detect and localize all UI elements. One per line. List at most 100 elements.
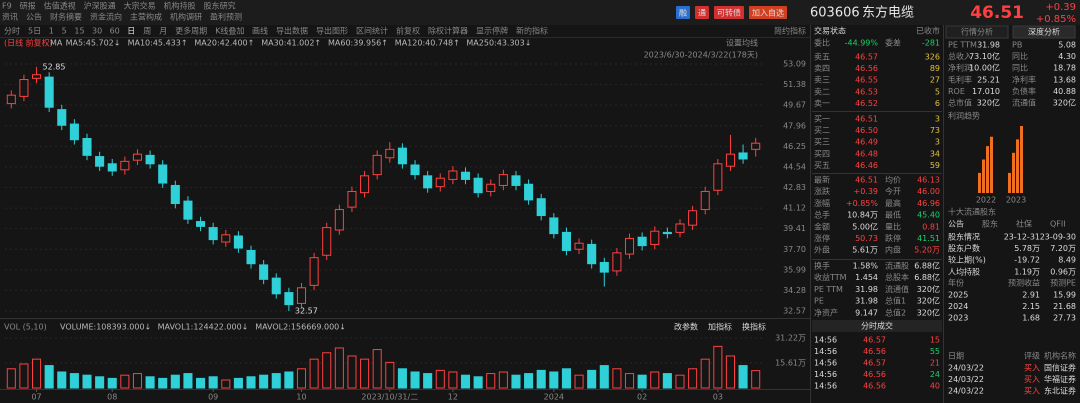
volume-bar xyxy=(574,374,584,389)
holders-cell: 股东情况 xyxy=(948,232,980,242)
book-label: 买三 xyxy=(814,138,830,147)
y-tick-label: 37.70 xyxy=(783,245,806,254)
candle-body xyxy=(271,277,281,295)
y-tick-label: 32.57 xyxy=(783,307,806,316)
trade-time: 14:56 xyxy=(814,370,837,379)
book-volume: 6 xyxy=(935,99,940,108)
book-label: 买五 xyxy=(814,161,830,170)
table-header: 日期 xyxy=(948,352,964,361)
toolbar-item[interactable]: 日 xyxy=(127,27,135,36)
menu-item[interactable]: 公告 xyxy=(26,12,42,22)
candle-body xyxy=(385,148,395,159)
tab-label[interactable]: 行情分析 xyxy=(961,27,993,37)
menu-item[interactable]: 主营构成 xyxy=(130,12,162,22)
forecast-cell: 2024 xyxy=(948,302,968,311)
toolbar-item[interactable]: 30 xyxy=(92,27,102,36)
toolbar-item[interactable]: 导出数据 xyxy=(276,26,308,36)
menu-item[interactable]: 财务摘要 xyxy=(50,12,82,22)
y-tick-label: 51.38 xyxy=(783,80,806,89)
profit-title: 利润趋势 xyxy=(948,111,980,121)
toolbar-item[interactable]: 1 xyxy=(49,27,54,36)
badge-label[interactable]: 加入自选 xyxy=(752,8,784,18)
stat-label: 量比 xyxy=(885,221,901,231)
volume-bar xyxy=(751,370,761,389)
menu-item[interactable]: F9 xyxy=(2,2,12,11)
toolbar-item[interactable]: 5 xyxy=(62,27,67,36)
toolbar-item[interactable]: 区间统计 xyxy=(356,26,388,36)
volume-legend: MAVOL1:124422.000↓ xyxy=(158,323,249,332)
holder-tab[interactable]: 公告 xyxy=(948,219,964,229)
menu-item[interactable]: 研报 xyxy=(20,1,36,11)
badge-label[interactable]: 可转债 xyxy=(717,8,741,18)
holders-cell: 7.20万 xyxy=(1050,244,1076,253)
forecast-cell: 2.15 xyxy=(1022,302,1040,311)
volume-button[interactable]: 改参数 xyxy=(674,322,698,332)
badge-label[interactable]: 通 xyxy=(698,8,706,18)
toolbar-item[interactable]: 15 xyxy=(74,27,84,36)
holder-tab[interactable]: 股东 xyxy=(982,219,998,229)
menu-item[interactable]: 盈利预测 xyxy=(210,12,242,22)
profit-bar xyxy=(1012,152,1015,193)
stat-value: 5.00亿 xyxy=(852,221,878,231)
stat-label: 涨幅 xyxy=(814,198,830,208)
trade-volume: 40 xyxy=(930,382,940,391)
menu-item[interactable]: 资金流向 xyxy=(90,12,122,22)
trade-time: 14:56 xyxy=(814,347,837,356)
toolbar-item[interactable]: 新的指标 xyxy=(516,26,548,36)
toolbar-item[interactable]: 月 xyxy=(159,27,167,36)
high-annotation: 52.85 xyxy=(43,62,66,71)
table-header: 预测PE xyxy=(1050,278,1076,288)
menu-item[interactable]: 机构调研 xyxy=(170,12,202,22)
toolbar-item[interactable]: 5日 xyxy=(28,27,41,36)
candle-body xyxy=(460,171,471,180)
toolbar-item[interactable]: 简约指标 xyxy=(774,26,806,36)
tab[interactable] xyxy=(945,25,1009,39)
badge[interactable] xyxy=(676,6,690,19)
book-volume: 5 xyxy=(935,87,940,96)
metric-value: 10.00亿 xyxy=(969,63,1000,73)
badge[interactable] xyxy=(714,6,744,19)
holder-tab[interactable]: 社保 xyxy=(1016,219,1032,229)
toolbar-item[interactable]: 分时 xyxy=(4,26,20,36)
volume-button[interactable]: 换指标 xyxy=(742,322,766,332)
volume-bar xyxy=(675,374,685,389)
stat-label: 总手 xyxy=(814,210,830,220)
tab[interactable] xyxy=(1012,25,1076,39)
holder-tab[interactable]: QFII xyxy=(1050,220,1066,229)
toolbar-item[interactable]: 更多周期 xyxy=(175,26,207,36)
toolbar-item[interactable]: 显示停牌 xyxy=(476,26,508,36)
toolbar-item[interactable]: 导出图形 xyxy=(316,26,348,36)
badge[interactable] xyxy=(749,6,787,19)
badge-label[interactable]: 融 xyxy=(679,8,687,18)
x-tick-label: 07 xyxy=(31,393,41,402)
candle-body xyxy=(309,257,319,286)
toolbar-item[interactable]: 周 xyxy=(143,27,151,36)
settings[interactable]: 设置均线 xyxy=(726,38,758,48)
toolbar-item[interactable]: 60 xyxy=(110,27,120,36)
book-label: 买二 xyxy=(814,126,830,135)
volume-bar xyxy=(360,358,370,389)
volume-bar xyxy=(259,374,269,389)
menu-item[interactable]: 估值透视 xyxy=(44,1,76,11)
forecast-cell: 27.73 xyxy=(1053,314,1076,323)
toolbar-item[interactable]: 画线 xyxy=(252,26,268,36)
menu-item[interactable]: 沪深股通 xyxy=(84,1,116,11)
menu-item[interactable]: 资讯 xyxy=(2,12,18,22)
toolbar-item[interactable]: K线叠加 xyxy=(215,26,244,36)
stat-label: 最高 xyxy=(885,198,901,208)
ratings-cell: 买入 xyxy=(1024,375,1040,384)
menu-item[interactable]: 股东研究 xyxy=(204,1,236,11)
tab-label[interactable]: 深度分析 xyxy=(1028,27,1060,37)
metric-label: PB xyxy=(1012,41,1022,50)
holders-cell: 股东户数 xyxy=(948,243,980,253)
menu-item[interactable]: 大宗交易 xyxy=(124,1,156,11)
toolbar-item[interactable]: 前复权 xyxy=(396,26,420,36)
candle-body xyxy=(44,76,54,108)
badge[interactable] xyxy=(695,6,709,19)
candle-body xyxy=(19,79,29,97)
volume-bar xyxy=(95,376,105,389)
holders-cell: 5.78万 xyxy=(1014,244,1040,253)
volume-button[interactable]: 加指标 xyxy=(708,322,732,332)
menu-item[interactable]: 机构持股 xyxy=(164,1,196,11)
toolbar-item[interactable]: 除权计算器 xyxy=(428,26,468,36)
